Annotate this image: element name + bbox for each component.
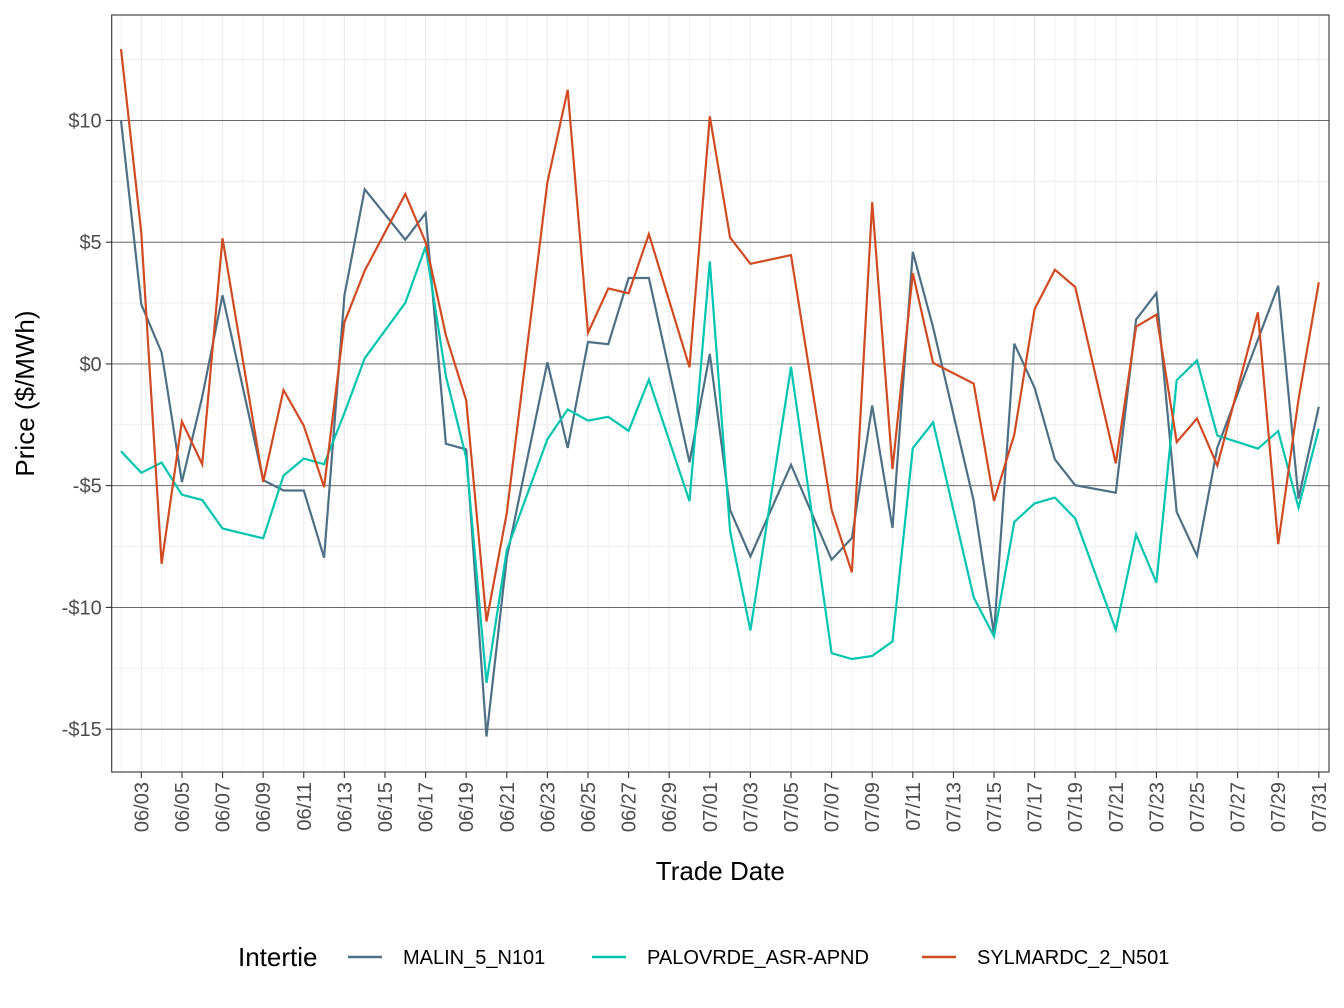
legend-label: SYLMARDC_2_N501 xyxy=(977,947,1169,969)
x-tick-label: 07/03 xyxy=(740,782,762,832)
legend-item: SYLMARDC_2_N501 xyxy=(922,947,1169,969)
x-tick-label: 06/09 xyxy=(253,782,275,832)
x-tick-label: 07/09 xyxy=(862,782,884,832)
legend: Intertie MALIN_5_N101 PALOVRDE_ASR-APND SY… xyxy=(238,942,1169,972)
y-tick-label: -$15 xyxy=(62,719,102,741)
plot-panel-border xyxy=(111,14,1330,773)
x-axis: 06/03 06/05 06/07 06/09 06/11 06/13 06/15 06/17… xyxy=(131,772,1331,832)
x-tick-label: 07/19 xyxy=(1065,782,1087,832)
x-tick-label: 07/17 xyxy=(1025,782,1047,832)
x-tick-label: 06/17 xyxy=(416,782,438,832)
x-tick-label: 07/23 xyxy=(1146,782,1168,832)
x-tick-label: 06/19 xyxy=(456,782,478,832)
x-tick-label: 07/27 xyxy=(1228,782,1250,832)
x-tick-label: 07/15 xyxy=(984,782,1006,832)
legend-label: MALIN_5_N101 xyxy=(403,947,545,969)
legend-items: MALIN_5_N101 PALOVRDE_ASR-APND SYLMARDC_2_… xyxy=(348,947,1169,969)
y-tick-label: $10 xyxy=(68,110,101,132)
x-tick-label: 07/25 xyxy=(1187,782,1209,832)
x-tick-label: 06/11 xyxy=(294,782,316,831)
x-tick-label: 07/11 xyxy=(903,782,925,831)
legend-label: PALOVRDE_ASR-APND xyxy=(647,947,869,969)
x-tick-label: 07/21 xyxy=(1106,782,1128,832)
minor-gridlines-y xyxy=(111,59,1329,669)
x-tick-label: 07/31 xyxy=(1309,782,1331,832)
x-tick-label: 07/13 xyxy=(943,782,965,832)
x-tick-label: 06/29 xyxy=(659,782,681,832)
legend-title: Intertie xyxy=(238,942,318,972)
x-tick-label: 07/29 xyxy=(1268,782,1290,832)
x-tick-label: 07/07 xyxy=(822,782,844,832)
x-tick-label: 06/27 xyxy=(619,782,641,832)
series-line-sylmardc_2_n501 xyxy=(119,48,1320,622)
x-tick-label: 06/21 xyxy=(497,782,519,832)
series-line-palovrde_asr-apnd xyxy=(120,246,1320,684)
x-tick-label: 06/05 xyxy=(172,782,194,832)
major-gridlines-y xyxy=(111,119,1329,730)
y-tick-label: -$10 xyxy=(62,597,102,619)
y-tick-label: -$5 xyxy=(73,476,102,498)
y-tick-label: $5 xyxy=(79,232,101,254)
x-tick-label: 06/03 xyxy=(131,782,153,832)
legend-item: PALOVRDE_ASR-APND xyxy=(592,947,869,969)
x-tick-label: 06/23 xyxy=(537,782,559,832)
x-tick-label: 07/01 xyxy=(700,782,722,832)
x-tick-label: 06/15 xyxy=(375,782,397,832)
x-tick-label: 06/07 xyxy=(213,782,235,832)
x-tick-label: 06/13 xyxy=(334,782,356,832)
y-tick-label: $0 xyxy=(79,354,101,376)
x-tick-label: 07/05 xyxy=(781,782,803,832)
series-lines xyxy=(119,48,1320,737)
y-axis-title: Price ($/MWh) xyxy=(10,310,40,476)
legend-item: MALIN_5_N101 xyxy=(348,947,545,969)
x-axis-title: Trade Date xyxy=(656,856,785,886)
x-tick-label: 06/25 xyxy=(578,782,600,832)
y-axis: $10 $5 $0 -$5 -$10 -$15 xyxy=(62,110,112,741)
